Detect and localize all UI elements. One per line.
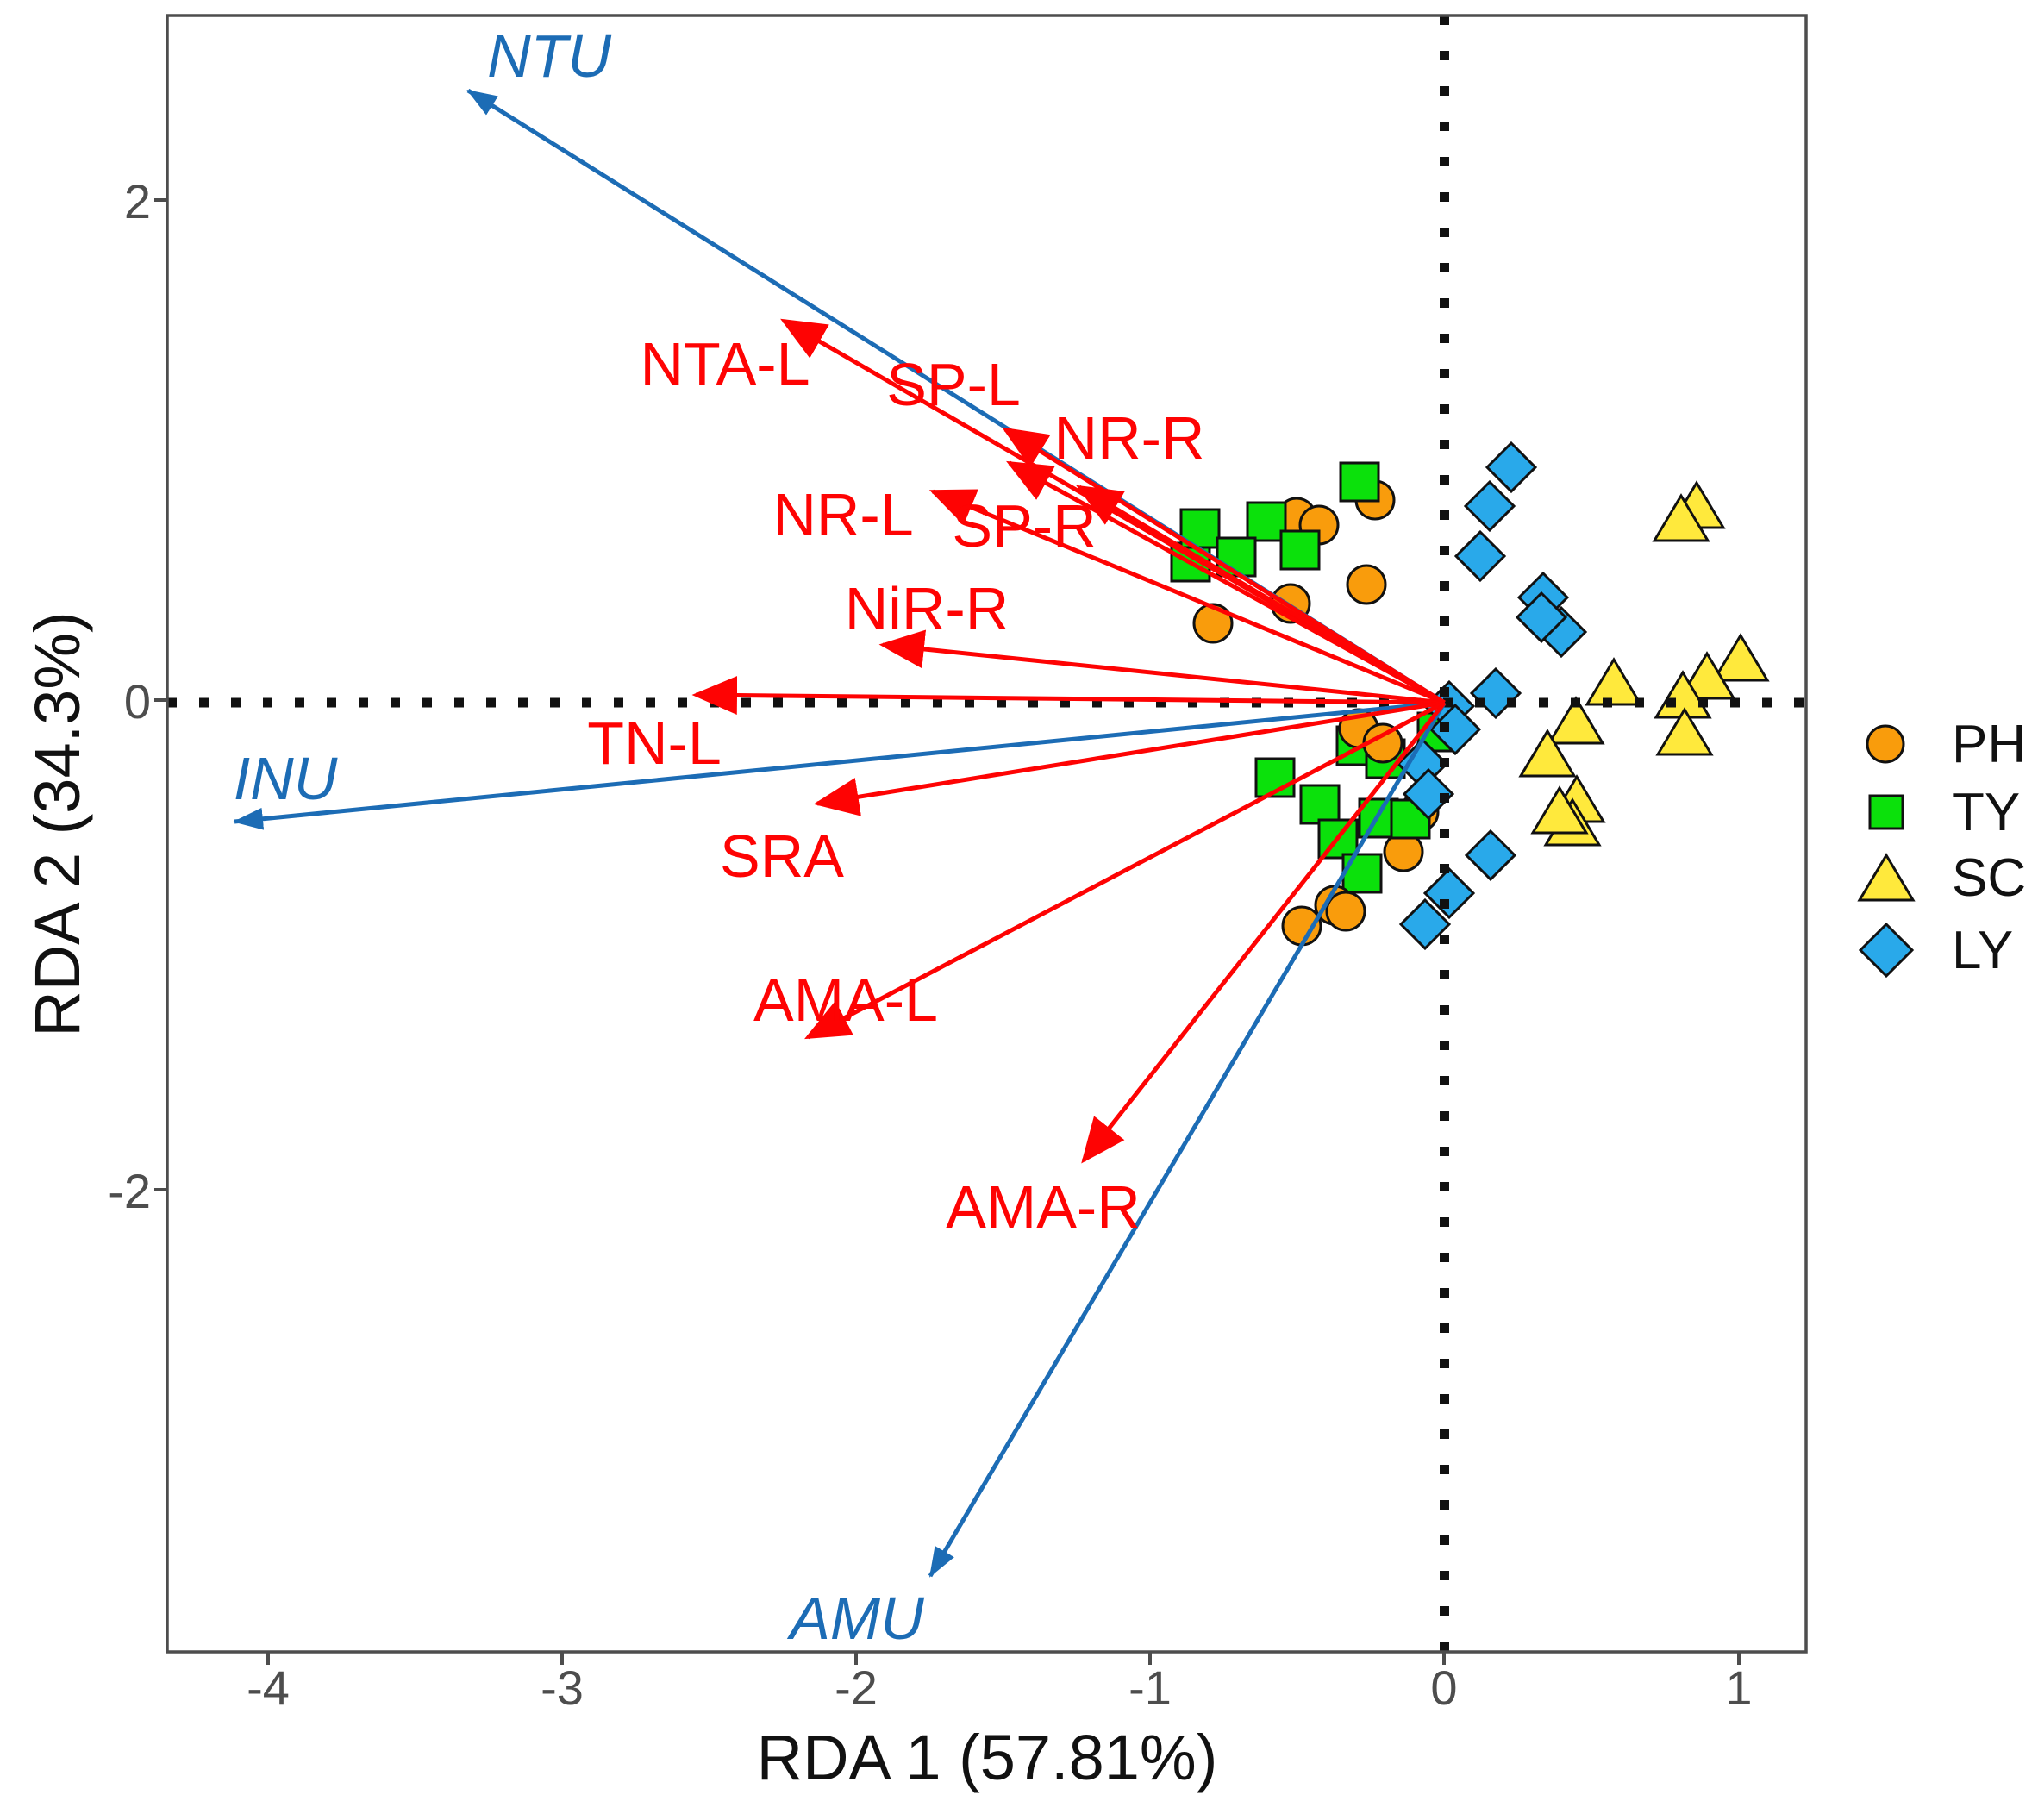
svg-text:AMA-R: AMA-R xyxy=(946,1173,1141,1241)
svg-text:NR-L: NR-L xyxy=(772,481,913,548)
svg-text:-1: -1 xyxy=(1128,1661,1172,1715)
svg-text:-4: -4 xyxy=(247,1661,290,1715)
svg-text:LY: LY xyxy=(1952,921,2013,980)
svg-text:SC: SC xyxy=(1952,848,2026,908)
svg-text:0: 0 xyxy=(124,674,151,729)
svg-text:2: 2 xyxy=(124,174,151,228)
svg-text:-2: -2 xyxy=(835,1661,878,1715)
svg-text:0: 0 xyxy=(1430,1661,1457,1715)
svg-text:-2: -2 xyxy=(108,1164,151,1218)
svg-text:AMU: AMU xyxy=(786,1585,924,1652)
svg-text:TN-L: TN-L xyxy=(587,710,722,777)
svg-text:NTA-L: NTA-L xyxy=(640,330,810,397)
svg-text:1: 1 xyxy=(1725,1661,1752,1715)
svg-text:TY: TY xyxy=(1952,783,2020,842)
svg-text:RDA 1 (57.81%): RDA 1 (57.81%) xyxy=(757,1722,1218,1793)
svg-text:-3: -3 xyxy=(541,1661,584,1715)
svg-text:NR-R: NR-R xyxy=(1054,404,1205,472)
svg-text:NTU: NTU xyxy=(487,22,611,90)
svg-text:SRA: SRA xyxy=(720,822,844,890)
svg-text:SP-R: SP-R xyxy=(952,492,1096,560)
svg-text:PH: PH xyxy=(1952,715,2026,774)
svg-text:RDA 2 (34.3%): RDA 2 (34.3%) xyxy=(22,611,93,1037)
svg-text:AMA-L: AMA-L xyxy=(753,966,938,1034)
svg-text:INU: INU xyxy=(234,745,338,812)
svg-text:SP-L: SP-L xyxy=(886,351,1021,418)
svg-text:NiR-R: NiR-R xyxy=(845,575,1010,642)
